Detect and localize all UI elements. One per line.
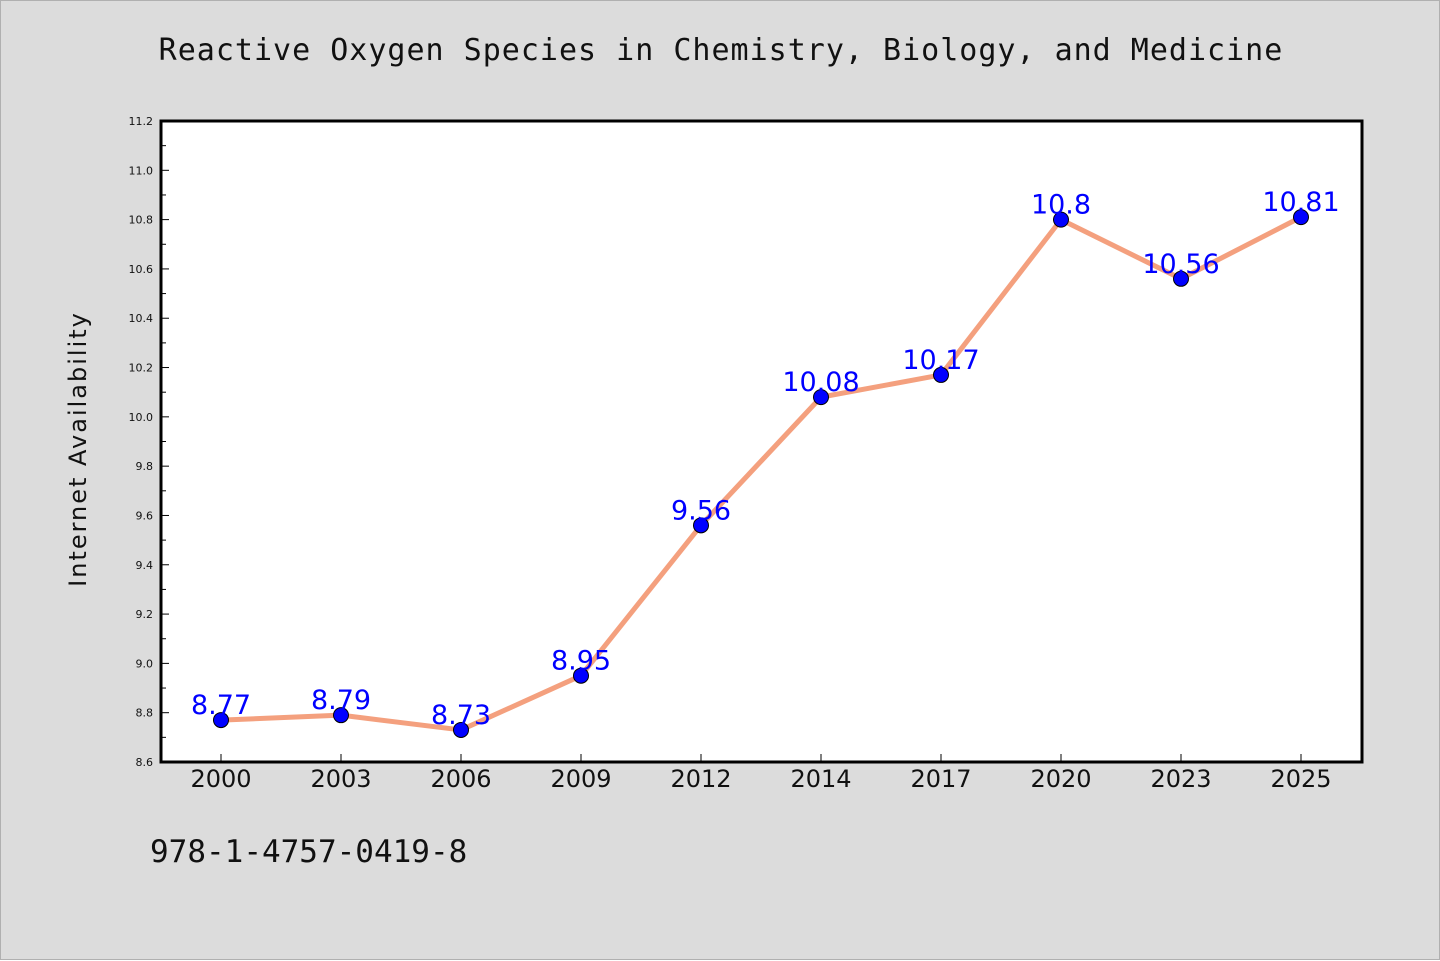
y-tick-label: 10.8 <box>129 214 154 227</box>
data-point <box>1053 211 1069 228</box>
data-label: 8.77 <box>191 690 251 721</box>
data-point <box>453 721 469 738</box>
data-label: 10.8 <box>1031 190 1091 221</box>
y-tick-label: 9.4 <box>136 559 154 572</box>
data-point <box>933 366 949 383</box>
x-tick-label: 2017 <box>910 765 971 793</box>
y-tick-label: 8.8 <box>136 707 154 720</box>
y-tick-label: 10.0 <box>129 411 154 424</box>
data-point <box>1293 209 1309 226</box>
data-label: 10.81 <box>1262 187 1339 218</box>
isbn-text: 978-1-4757-0419-8 <box>150 834 468 870</box>
plot-frame <box>159 119 1364 764</box>
data-label: 8.79 <box>311 685 371 716</box>
data-label: 10.17 <box>902 345 979 376</box>
y-tick-label: 11.2 <box>129 115 154 128</box>
x-tick-label: 2012 <box>670 765 731 793</box>
y-tick-label: 11.0 <box>129 164 154 177</box>
data-point <box>213 712 229 729</box>
x-tick-label: 2023 <box>1150 765 1211 793</box>
y-axis-ticks: 8.6 8.8 9.0 9.2 9.4 9.6 9.8 10.0 10.2 10.4 10.6 10.… <box>129 115 169 769</box>
series-layer: 8.77 8.79 8.73 8.95 9.56 10.08 10.17 10.8 10.56 1… <box>191 187 1340 738</box>
y-tick-label: 9.8 <box>136 460 154 473</box>
data-point <box>573 667 589 684</box>
data-label: 10.56 <box>1142 249 1219 280</box>
data-point <box>333 707 349 724</box>
data-point <box>1173 270 1189 287</box>
x-tick-label: 2000 <box>190 765 251 793</box>
y-tick-label: 10.6 <box>129 263 154 276</box>
x-tick-label: 2003 <box>310 765 371 793</box>
data-label: 9.56 <box>671 495 731 526</box>
chart-title: Reactive Oxygen Species in Chemistry, Bi… <box>158 33 1284 68</box>
y-tick-label: 9.0 <box>136 657 154 670</box>
x-tick-label: 2006 <box>430 765 491 793</box>
x-tick-label: 2025 <box>1270 765 1331 793</box>
y-tick-label: 10.4 <box>129 312 154 325</box>
x-tick-label: 2020 <box>1030 765 1091 793</box>
data-point <box>693 517 709 534</box>
y-tick-label: 9.6 <box>136 509 154 522</box>
data-label: 10.08 <box>782 367 859 398</box>
y-tick-label: 8.6 <box>136 756 154 769</box>
plot-background <box>161 121 1362 762</box>
series-line <box>218 214 1304 733</box>
data-label: 8.73 <box>431 700 491 731</box>
x-axis-ticks: 2000 2003 2006 2009 2012 2014 2017 2020 2023 2025 <box>190 754 1332 793</box>
y-tick-label: 9.2 <box>136 608 154 621</box>
y-tick-label: 10.2 <box>129 362 154 375</box>
x-tick-label: 2014 <box>790 765 851 793</box>
data-point <box>813 389 829 406</box>
x-tick-label: 2009 <box>550 765 611 793</box>
data-label: 8.95 <box>551 646 611 677</box>
